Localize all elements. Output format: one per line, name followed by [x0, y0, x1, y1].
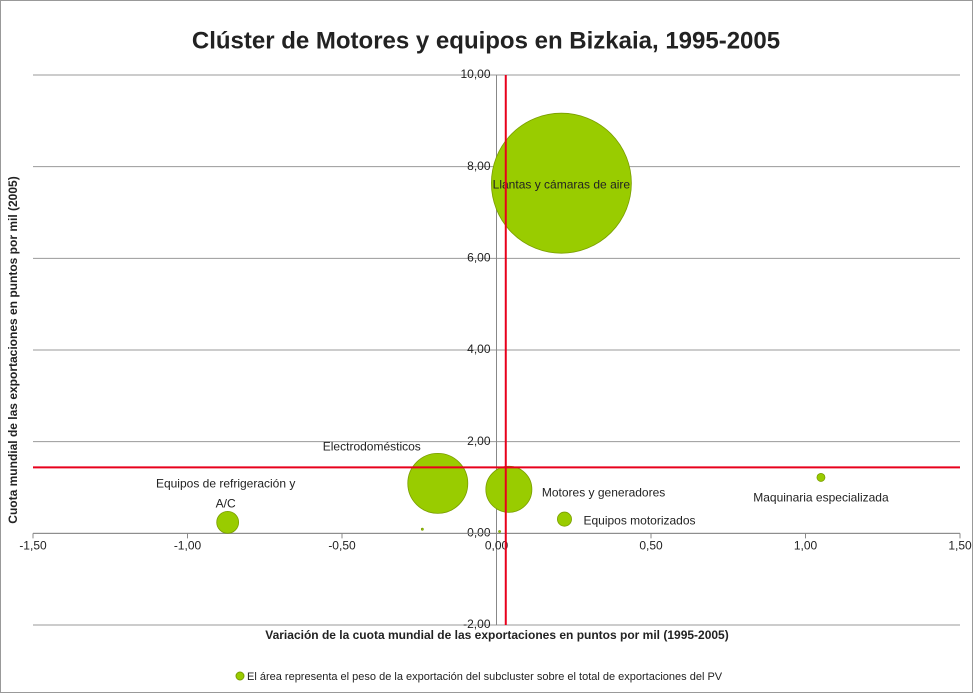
y-axis-title: Cuota mundial de las exportaciones en pu…: [6, 176, 20, 523]
bubble: [490, 112, 632, 254]
x-tick-label: 1,50: [948, 539, 972, 553]
y-tick-label: -2,00: [463, 617, 491, 631]
chart-title: Clúster de Motores y equipos en Bizkaia,…: [192, 27, 780, 54]
point-label: Maquinaria especializada: [753, 491, 889, 505]
bubble: [816, 473, 826, 482]
bubble: [407, 452, 469, 514]
y-tick-label: 8,00: [467, 159, 491, 173]
x-tick-label: 0,00: [485, 539, 509, 553]
x-tick-label: 0,50: [639, 539, 663, 553]
x-tick-label: -1,00: [174, 539, 202, 553]
legend-label: El área representa el peso de la exporta…: [247, 671, 723, 683]
y-tick-label: 2,00: [467, 434, 491, 448]
point-label: Equipos de refrigeración y: [156, 477, 295, 491]
bubble: [216, 510, 240, 534]
x-axis-title: Variación de la cuota mundial de las exp…: [265, 628, 728, 642]
bubble: [420, 527, 424, 531]
bubble: [485, 465, 533, 513]
y-tick-label: 6,00: [467, 251, 491, 265]
legend-marker: [235, 671, 245, 681]
point-label: Electrodomésticos: [323, 440, 421, 454]
bubble: [557, 511, 572, 527]
y-tick-label: 4,00: [467, 342, 491, 356]
y-tick-label: 10,00: [460, 67, 490, 81]
point-label: Llantas y cámaras de aire: [493, 177, 631, 191]
x-tick-label: 1,00: [794, 539, 818, 553]
x-tick-label: -0,50: [328, 539, 356, 553]
point-label: Equipos motorizados: [583, 513, 695, 527]
bubble: [498, 530, 501, 533]
point-label: A/C: [216, 497, 236, 511]
x-tick-label: -1,50: [19, 539, 47, 553]
point-label: Motores y generadores: [542, 486, 665, 500]
y-tick-label: 0,00: [467, 526, 491, 540]
